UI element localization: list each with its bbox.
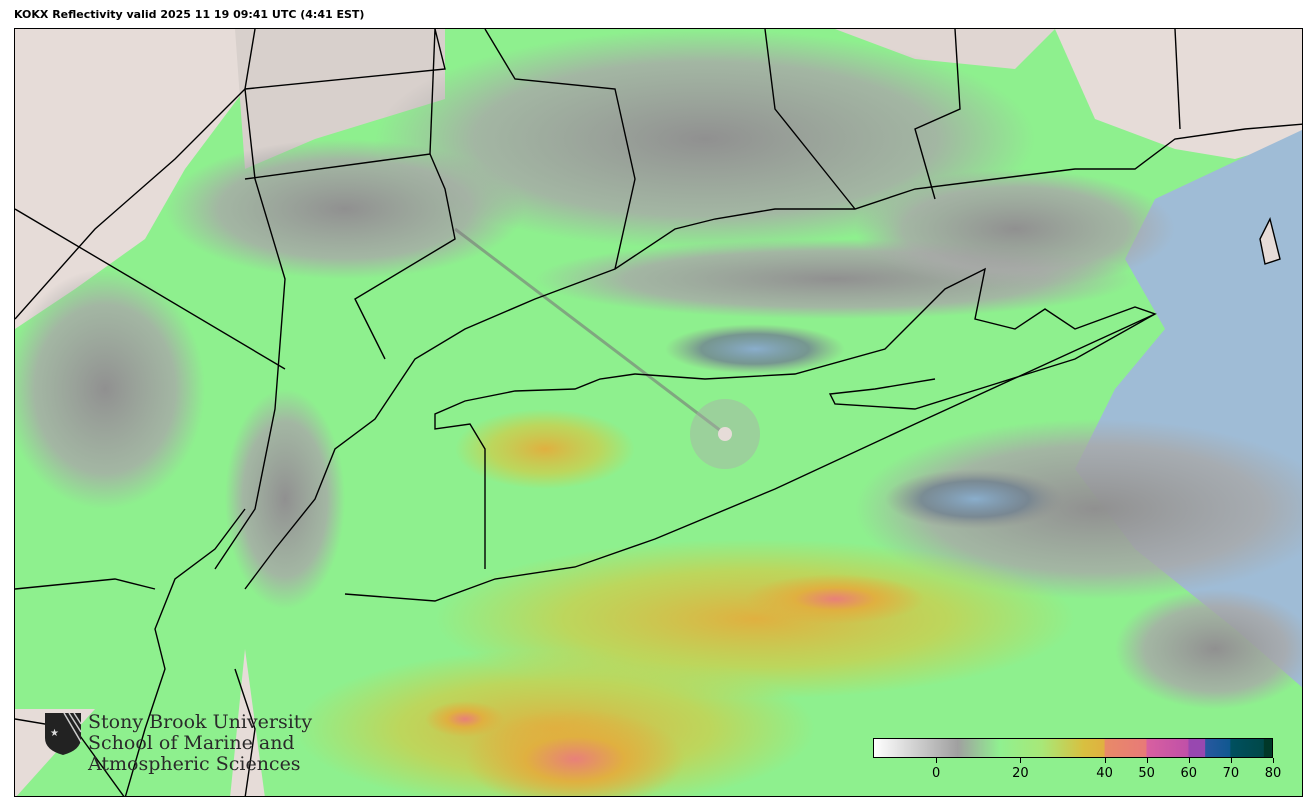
colorbar-tick-label: 70 [1222, 766, 1240, 781]
colorbar-tick-label: 60 [1180, 766, 1198, 781]
shield-icon: ★ [45, 712, 82, 755]
logo-line-3: Atmospheric Sciences [88, 753, 301, 775]
colorbar-tick [1188, 758, 1190, 763]
colorbar-tick [1230, 758, 1232, 763]
colorbar-tick [936, 758, 938, 763]
colorbar-tick [1104, 758, 1106, 763]
colorbar-tick-label: 50 [1138, 766, 1155, 781]
logo-line-1: Stony Brook University [88, 711, 313, 733]
radar-map-canvas [15, 29, 1302, 796]
connecticut-coast [244, 123, 1302, 590]
svg-text:★: ★ [50, 728, 59, 739]
colorbar-tick-label: 40 [1096, 766, 1113, 781]
sbu-somas-logo: ★ Stony Brook University School of Marin… [44, 712, 312, 775]
reflectivity-colorbar [873, 738, 1273, 758]
map-title: KOKX Reflectivity valid 2025 11 19 09:41… [14, 8, 365, 21]
logo-line-2: School of Marine and [88, 732, 295, 754]
radar-site [454, 227, 760, 469]
colorbar-tick-label: 80 [1264, 766, 1282, 781]
radar-map[interactable] [14, 28, 1303, 797]
heavy-echo-areas [295, 409, 1075, 796]
coastlines-boundaries [15, 29, 1302, 796]
weak-echo-bands [15, 29, 1302, 709]
colorbar-tick-label: 0 [932, 766, 941, 781]
colorbar-tick [1273, 758, 1274, 763]
colorbar-tick-label: 20 [1012, 766, 1029, 781]
colorbar-tick [1146, 758, 1148, 763]
long-island-coast [344, 267, 1157, 602]
colorbar-tick [1020, 758, 1022, 763]
